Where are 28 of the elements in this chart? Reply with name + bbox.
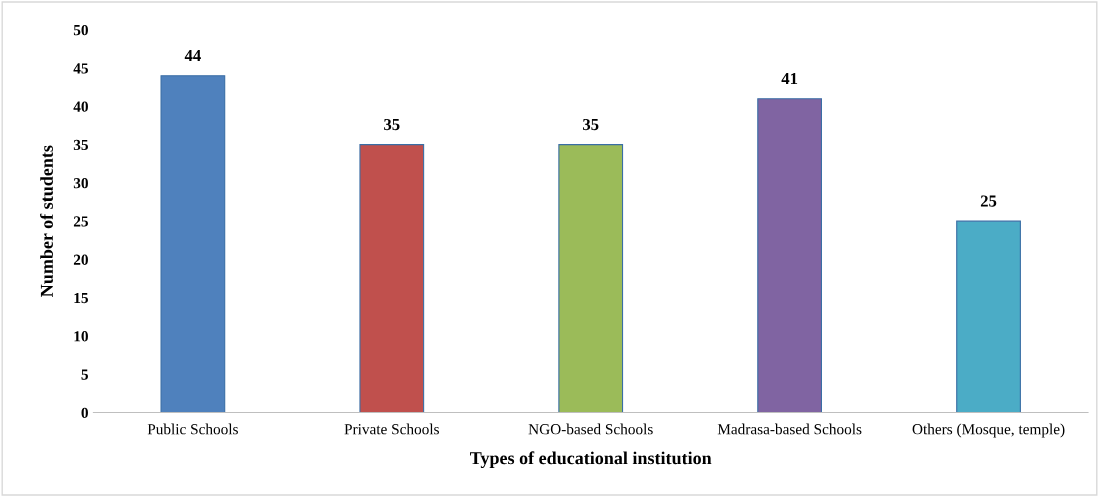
- y-tick-label: 30: [73, 178, 88, 189]
- y-tick-label: 15: [74, 292, 88, 304]
- x-tick-label: Madrasa-based Schools: [717, 423, 862, 435]
- data-label: 25: [980, 195, 997, 207]
- data-label: 35: [384, 118, 400, 131]
- y-tick-label: 25: [73, 216, 88, 227]
- x-axis-title: Types of educational institution: [470, 451, 712, 468]
- y-tick-label: 50: [73, 24, 88, 36]
- y-axis-title: Number of students: [40, 145, 53, 297]
- bar: [956, 220, 1021, 413]
- x-tick-label: NGO-based Schools: [528, 423, 653, 435]
- x-tick-label: Public Schools: [147, 423, 238, 435]
- bar: [558, 144, 624, 413]
- x-tick-label: Others (Mosque, temple): [912, 423, 1065, 438]
- x-tick-label: Private Schools: [344, 423, 439, 435]
- y-tick-label: 40: [73, 101, 88, 112]
- y-tick-label: 20: [73, 254, 88, 265]
- data-label: 41: [781, 73, 798, 85]
- y-tick-label: 35: [73, 139, 88, 151]
- bar: [359, 144, 425, 413]
- y-tick-label: 0: [81, 407, 88, 418]
- bar: [757, 98, 823, 413]
- y-tick-label: 45: [73, 63, 88, 74]
- data-label: 44: [184, 50, 201, 62]
- y-tick-label: 5: [81, 369, 88, 380]
- data-label: 35: [583, 118, 599, 131]
- bar: [160, 75, 226, 413]
- y-tick-label: 10: [74, 331, 88, 342]
